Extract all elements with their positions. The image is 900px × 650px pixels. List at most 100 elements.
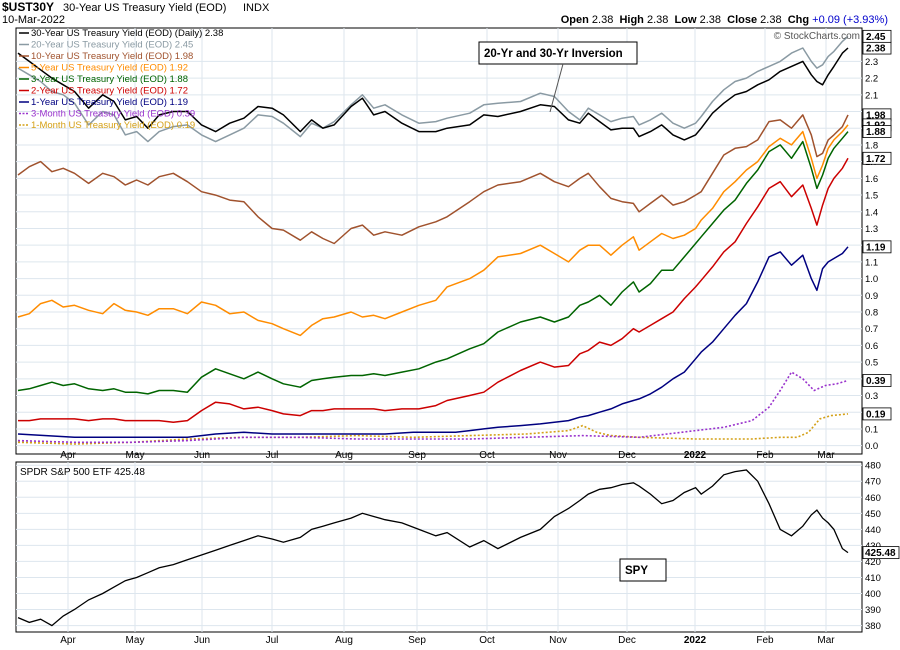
instrument-name: 30-Year US Treasury Yield (EOD) bbox=[63, 2, 227, 14]
lower-y-tick-label: 380 bbox=[865, 621, 881, 632]
upper-y-tick-label: 0.5 bbox=[865, 358, 878, 369]
last-value-label: 1.88 bbox=[866, 127, 886, 138]
last-value-label: 1.19 bbox=[866, 242, 886, 253]
upper-y-tick-label: 1.4 bbox=[865, 207, 878, 218]
upper-x-tick-label: Apr bbox=[60, 450, 76, 461]
upper-x-tick-label: 2022 bbox=[684, 450, 707, 461]
series-line bbox=[17, 246, 849, 439]
upper-gridlines bbox=[16, 28, 862, 454]
watermark: © StockCharts.com bbox=[773, 31, 860, 42]
lower-legend: SPDR S&P 500 ETF 425.48 bbox=[20, 467, 145, 478]
last-value-labels: 2.382.451.981.921.881.721.190.390.19425.… bbox=[862, 29, 900, 560]
spy-annotation-box bbox=[619, 558, 667, 582]
lower-y-tick-label: 410 bbox=[865, 573, 881, 584]
spy-price-line bbox=[17, 469, 849, 627]
close-value: 2.38 bbox=[760, 14, 782, 26]
legend-entry: 1-Month US Treasury Yield (EOD) 0.19 bbox=[31, 120, 195, 131]
legend-entry: 3-Year US Treasury Yield (EOD) 1.88 bbox=[31, 74, 188, 85]
ohlc-readout: Open 2.38 High 2.38 Low 2.38 Close 2.38 … bbox=[561, 14, 888, 27]
upper-y-tick-label: 0.6 bbox=[865, 341, 878, 352]
chg-label: Chg bbox=[787, 14, 810, 26]
spy-last-label: 425.48 bbox=[865, 548, 896, 559]
lower-x-axis: Apr May Jun Jul Aug Sep Oct Nov Dec 2022 Feb Mar bbox=[60, 635, 835, 646]
series-line bbox=[17, 35, 849, 143]
inversion-pointer bbox=[549, 63, 564, 113]
lower-y-tick-label: 470 bbox=[865, 477, 881, 488]
lower-y-tick-label: 460 bbox=[865, 493, 881, 504]
upper-y-tick-label: 2.3 bbox=[865, 57, 878, 68]
lower-y-tick-label: 450 bbox=[865, 509, 881, 520]
lower-y-tick-label: 390 bbox=[865, 605, 881, 616]
upper-y-tick-label: 0.9 bbox=[865, 291, 878, 302]
upper-x-tick-label: Jul bbox=[266, 450, 279, 461]
last-value-box bbox=[862, 374, 892, 387]
lower-x-tick-label: Jun bbox=[194, 635, 210, 646]
upper-x-tick-label: May bbox=[126, 450, 145, 461]
upper-legend: 30-Year US Treasury Yield (EOD) (Daily) … bbox=[19, 28, 223, 131]
spy-line bbox=[17, 469, 849, 627]
legend-entry: 20-Year US Treasury Yield (EOD) 2.45 bbox=[31, 40, 193, 51]
lower-x-tick-label: Apr bbox=[60, 635, 76, 646]
lower-y-tick-label: 400 bbox=[865, 589, 881, 600]
upper-y-tick-label: 0.3 bbox=[865, 391, 878, 402]
legend-entry: 30-Year US Treasury Yield (EOD) (Daily) … bbox=[31, 28, 223, 39]
open-value: 2.38 bbox=[591, 14, 614, 26]
upper-x-tick-label: Nov bbox=[549, 450, 567, 461]
series-line bbox=[17, 124, 849, 337]
lower-x-tick-label: Aug bbox=[335, 635, 353, 646]
lower-panel-frame bbox=[15, 461, 863, 633]
last-value-label: 1.72 bbox=[866, 154, 886, 165]
lower-x-tick-label: 2022 bbox=[684, 635, 707, 646]
upper-y-tick-label: 0.7 bbox=[865, 324, 878, 335]
last-value-box bbox=[862, 125, 892, 138]
lower-y-tick-label: 440 bbox=[865, 525, 881, 536]
last-value-label: 0.19 bbox=[866, 409, 886, 420]
lower-x-tick-label: Feb bbox=[756, 635, 774, 646]
upper-y-tick-label: 0.1 bbox=[865, 424, 878, 435]
last-value-label: 0.39 bbox=[866, 376, 886, 387]
upper-y-tick-label: 1.0 bbox=[865, 274, 878, 285]
close-label: Close bbox=[727, 14, 758, 26]
upper-y-tick-label: 1.3 bbox=[865, 224, 878, 235]
series-line bbox=[17, 47, 849, 141]
series-line bbox=[17, 131, 849, 395]
symbol: $UST30Y bbox=[2, 0, 55, 14]
upper-x-tick-label: Oct bbox=[479, 450, 495, 461]
upper-x-axis: Apr May Jun Jul Aug Sep Oct Nov Dec 2022 Feb Mar bbox=[60, 450, 835, 461]
upper-panel-frame bbox=[15, 27, 863, 455]
series-line bbox=[17, 371, 849, 444]
open-label: Open bbox=[560, 14, 589, 26]
high-value: 2.38 bbox=[646, 14, 669, 26]
upper-x-tick-label: Jun bbox=[194, 450, 210, 461]
low-value: 2.38 bbox=[699, 14, 721, 26]
chg-value: +0.09 (+3.93%) bbox=[812, 14, 888, 26]
lower-x-tick-label: Sep bbox=[408, 635, 426, 646]
annotations: 20-Yr and 30-Yr Inversion SPY bbox=[478, 41, 667, 582]
lower-y-tick-label: 480 bbox=[865, 461, 881, 472]
legend-entry: 10-Year US Treasury Yield (EOD) 1.98 bbox=[31, 51, 193, 62]
legend-entry: 2-Year US Treasury Yield (EOD) 1.72 bbox=[31, 86, 188, 97]
lower-x-tick-label: Dec bbox=[618, 635, 636, 646]
last-value-box bbox=[862, 240, 892, 254]
lower-x-tick-label: Jul bbox=[266, 635, 279, 646]
high-label: High bbox=[619, 14, 644, 26]
upper-x-tick-label: Mar bbox=[817, 450, 835, 461]
last-value-label: 1.98 bbox=[866, 110, 886, 121]
lower-x-tick-label: Mar bbox=[817, 635, 835, 646]
legend-entry: 3-Month US Treasury Yield (EOD) 0.39 bbox=[31, 109, 195, 120]
legend-entry: 5-Year US Treasury Yield (EOD) 1.92 bbox=[31, 63, 188, 74]
lower-x-tick-label: Oct bbox=[479, 635, 495, 646]
series-line bbox=[18, 157, 849, 424]
inversion-annotation: 20-Yr and 30-Yr Inversion bbox=[484, 48, 623, 60]
upper-y-tick-label: 1.6 bbox=[865, 174, 878, 185]
lower-gridlines bbox=[16, 462, 862, 632]
upper-y-tick-label: 0.8 bbox=[865, 308, 878, 319]
series-line bbox=[17, 114, 849, 245]
last-value-box bbox=[862, 151, 892, 165]
exchange: INDX bbox=[243, 2, 270, 14]
upper-x-tick-label: Sep bbox=[408, 450, 426, 461]
upper-x-tick-label: Aug bbox=[335, 450, 353, 461]
upper-y-tick-label: 1.8 bbox=[865, 140, 878, 151]
spy-last-box bbox=[862, 546, 900, 560]
